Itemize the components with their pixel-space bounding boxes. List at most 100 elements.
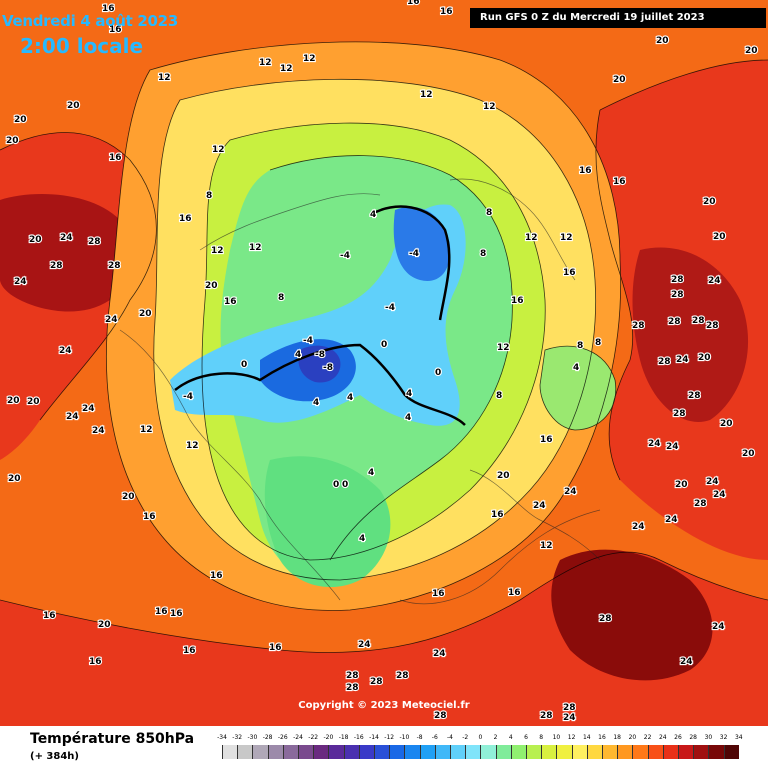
isotherm-label: 28 <box>396 671 409 681</box>
legend-tick-label: -32 <box>232 734 243 741</box>
temperature-map: 16 16 16 16 12 12 12 12 12 12 20 20 20 20 20 20 16 12 16 16… <box>0 0 768 726</box>
isotherm-label: 12 <box>303 54 316 64</box>
isotherm-label: 16 <box>109 25 122 35</box>
isotherm-label: 4 <box>313 398 319 408</box>
isotherm-label: 24 <box>82 404 95 414</box>
isotherm-label: 28 <box>108 261 121 271</box>
isotherm-label: 8 <box>480 249 486 259</box>
isotherm-label: 20 <box>29 235 42 245</box>
isotherm-label: 24 <box>433 649 446 659</box>
isotherm-label: 28 <box>563 703 576 713</box>
legend-tick-label: 12 <box>567 734 576 741</box>
isotherm-label: 20 <box>14 115 27 125</box>
color-legend: -34 -32 -30 -28 -26 -24 -22 -20 -18 -16 -14 -12 -10-… <box>217 734 754 764</box>
isotherm-label: 28 <box>692 316 705 326</box>
legend-swatch <box>495 745 511 759</box>
legend-swatch <box>480 745 496 759</box>
isotherm-label: 12 <box>280 64 293 74</box>
legend-tick-label: 18 <box>613 734 621 741</box>
isotherm-label: -8 <box>315 350 325 360</box>
isotherm-label: 4 <box>406 389 412 399</box>
isotherm-label: 20 <box>713 232 726 242</box>
forecast-lead: (+ 384h) <box>30 751 79 762</box>
contour-lines <box>0 41 768 653</box>
legend-tick-label: -22 <box>308 734 319 741</box>
legend-tick-label: 34 <box>734 734 743 741</box>
isotherm-label: 16 <box>183 646 196 656</box>
legend-swatch <box>602 745 618 759</box>
isotherm-label: 16 <box>269 643 282 653</box>
isotherm-label: 20 <box>67 101 80 111</box>
isotherm-zero-central <box>174 343 466 426</box>
isotherm-label: 16 <box>109 153 122 163</box>
isotherm-label: 20 <box>139 309 152 319</box>
blue-core-north <box>393 206 451 281</box>
legend-tick-label: 10 <box>552 734 561 741</box>
isotherm-label: 16 <box>440 7 453 17</box>
model-run-banner: Run GFS 0 Z du Mercredi 19 juillet 2023 <box>470 8 766 28</box>
isotherm-label: 24 <box>564 487 577 497</box>
isotherm-label: 12 <box>186 441 199 451</box>
isotherm-label: 16 <box>170 609 183 619</box>
legend-tick-label: 6 <box>524 734 528 741</box>
legend-swatch <box>571 745 587 759</box>
isotherm-label: 20 <box>742 449 755 459</box>
isotherm-label: 12 <box>560 233 573 243</box>
legend-swatch <box>465 745 481 759</box>
legend-swatch <box>282 745 298 759</box>
legend-swatch <box>723 745 739 759</box>
isotherm-label: 28 <box>671 275 684 285</box>
isotherm-label: 4 <box>405 413 411 423</box>
isotherm-label: 20 <box>613 75 626 85</box>
legend-swatch <box>678 745 694 759</box>
coastlines <box>119 178 601 605</box>
isotherm-label: 24 <box>14 277 27 287</box>
isotherm-label: 28 <box>599 614 612 624</box>
isotherm-label: 24 <box>708 276 721 286</box>
isotherm-label: 12 <box>525 233 538 243</box>
isotherm-label: 28 <box>632 321 645 331</box>
isotherm-label: 16 <box>143 512 156 522</box>
isotherm-label: 16 <box>224 297 237 307</box>
legend-swatch <box>662 745 678 759</box>
legend-tick-label: -34 <box>217 734 227 741</box>
legend-tick-label: 22 <box>643 734 652 741</box>
isotherm-label: 20 <box>703 197 716 207</box>
isotherm-label: 16 <box>210 571 223 581</box>
legend-swatch <box>252 745 268 759</box>
isotherm-label: 8 <box>496 391 502 401</box>
isotherm-label: 20 <box>745 46 758 56</box>
isotherm-label: -4 <box>409 249 419 259</box>
isotherm-label: 4 <box>573 363 579 373</box>
legend-swatch <box>693 745 709 759</box>
isotherm-label: -4 <box>340 251 350 261</box>
isotherm-label: 16 <box>511 296 524 306</box>
isotherm-label: 0 <box>241 360 247 370</box>
legend-swatch <box>358 745 374 759</box>
isotherm-label: 24 <box>632 522 645 532</box>
legend-swatch <box>617 745 633 759</box>
isotherm-label: 12 <box>420 90 433 100</box>
isotherm-label: 28 <box>370 677 383 687</box>
isotherm-label: 28 <box>706 321 719 331</box>
isotherm-label: 20 <box>497 471 510 481</box>
isotherm-label: 0 <box>342 480 348 490</box>
legend-swatch <box>434 745 450 759</box>
isotherm-label: 16 <box>491 510 504 520</box>
isotherm-label: 4 <box>359 534 365 544</box>
green-south-lobe <box>264 456 391 588</box>
isotherm-label: 20 <box>205 281 218 291</box>
isotherm-label: 28 <box>88 237 101 247</box>
legend-swatch <box>404 745 420 759</box>
isotherm-label: 24 <box>665 515 678 525</box>
isotherm-label: -4 <box>183 392 193 402</box>
legend-tick-label: -2 <box>462 734 469 741</box>
legend-swatch <box>647 745 663 759</box>
legend-tick-label: 30 <box>704 734 713 741</box>
legend-tick-label: -14 <box>369 734 379 741</box>
forecast-date: Vendredi 4 août 2023 <box>2 12 178 30</box>
isotherm-label: 8 <box>486 208 492 218</box>
isotherm-label: -8 <box>323 363 333 373</box>
copyright: Copyright © 2023 Meteociel.fr <box>298 700 470 711</box>
legend-tick-label: -30 <box>247 734 258 741</box>
